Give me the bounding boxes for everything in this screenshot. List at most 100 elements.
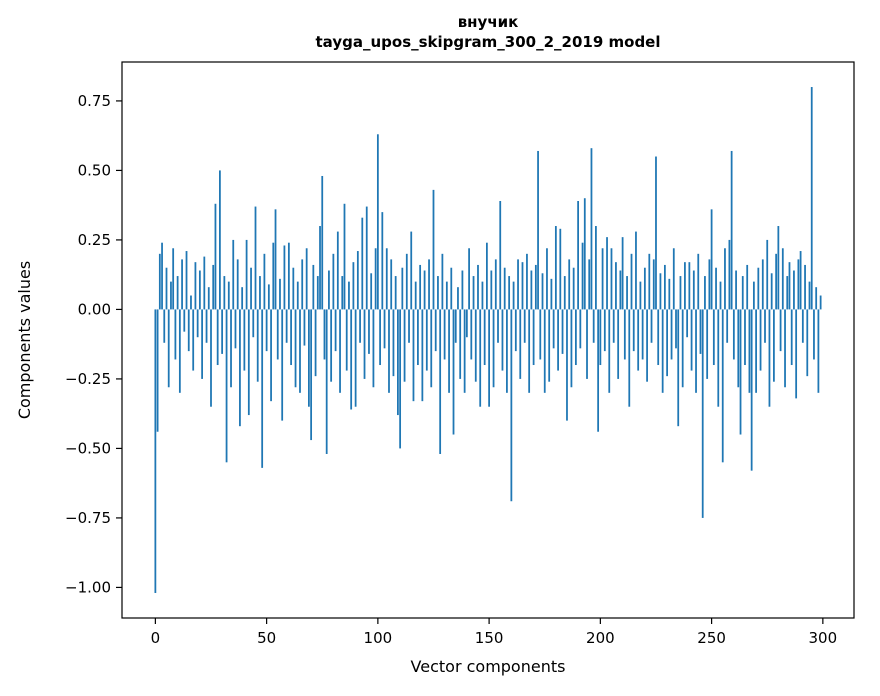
- bar: [721, 309, 724, 463]
- bar: [726, 309, 729, 343]
- bar: [178, 309, 181, 393]
- bar: [267, 284, 270, 310]
- bar: [239, 309, 241, 427]
- bar: [443, 309, 446, 360]
- bar: [205, 309, 208, 343]
- bar: [399, 309, 402, 449]
- bar: [158, 253, 161, 310]
- bar: [750, 309, 753, 471]
- bar: [724, 248, 726, 310]
- bar: [250, 267, 252, 310]
- bar: [397, 309, 399, 416]
- bar: [777, 226, 780, 310]
- bar: [675, 309, 677, 349]
- bar: [797, 259, 800, 310]
- bar: [659, 273, 662, 310]
- bar: [510, 309, 513, 502]
- bar: [637, 309, 640, 371]
- bar: [321, 175, 324, 310]
- bar: [630, 253, 633, 310]
- bar: [639, 281, 642, 310]
- bar: [437, 276, 439, 310]
- bar: [394, 276, 397, 310]
- bar: [486, 242, 488, 310]
- bar: [646, 309, 648, 382]
- bar: [468, 248, 470, 310]
- bar: [279, 278, 281, 310]
- bar: [310, 309, 313, 441]
- bar: [546, 248, 548, 310]
- bar: [566, 309, 568, 421]
- bar: [303, 309, 306, 346]
- bar: [530, 270, 533, 310]
- bar: [514, 309, 517, 352]
- bar: [285, 309, 288, 343]
- bar: [597, 309, 600, 432]
- bar: [595, 226, 597, 310]
- bar: [761, 259, 764, 310]
- x-ticks-group: 0 50 100 150 200 250 300: [151, 618, 837, 647]
- bar: [773, 309, 775, 382]
- bar: [572, 267, 575, 310]
- bar: [232, 239, 235, 310]
- bar: [176, 276, 179, 310]
- chart-title: внучик: [458, 13, 519, 31]
- bar: [459, 309, 462, 379]
- bar: [385, 248, 388, 310]
- bar: [301, 259, 304, 310]
- bar: [804, 264, 806, 310]
- bar: [368, 309, 370, 354]
- axes-box: [121, 61, 855, 619]
- chart-subtitle: tayga_upos_skipgram_300_2_2019 model: [316, 33, 661, 51]
- bar: [686, 309, 689, 338]
- bar: [539, 309, 542, 360]
- bar: [552, 309, 555, 349]
- bar: [194, 262, 197, 310]
- bar: [635, 231, 637, 310]
- bar: [815, 287, 818, 310]
- x-tick-label: 50: [257, 629, 276, 647]
- bar: [543, 309, 546, 393]
- bar: [210, 309, 212, 407]
- bar: [223, 276, 226, 310]
- bar: [603, 309, 606, 352]
- bar: [708, 259, 711, 310]
- bar: [201, 309, 203, 379]
- bar: [350, 309, 353, 410]
- bar: [421, 309, 424, 402]
- bar: [419, 264, 422, 310]
- bar: [728, 239, 731, 310]
- bar: [423, 270, 426, 310]
- bar: [439, 309, 442, 454]
- bar: [748, 309, 751, 393]
- y-tick-label: 0.00: [78, 300, 111, 318]
- bar: [672, 248, 675, 310]
- y-axis-label: Components values: [15, 261, 34, 419]
- bar: [699, 309, 702, 354]
- bar: [621, 237, 624, 310]
- bar: [383, 309, 386, 349]
- bar: [187, 309, 190, 352]
- bar: [608, 309, 611, 393]
- bar: [574, 309, 577, 366]
- bar: [292, 267, 295, 310]
- bar: [185, 251, 188, 310]
- bar: [274, 209, 277, 310]
- bar: [352, 262, 355, 310]
- bar: [245, 239, 248, 310]
- bar: [583, 198, 586, 310]
- bar: [221, 309, 224, 354]
- bar: [813, 309, 815, 360]
- bar: [688, 262, 691, 310]
- bar: [488, 309, 490, 407]
- bar: [810, 87, 813, 310]
- bar: [503, 267, 506, 310]
- bar: [512, 281, 515, 310]
- bar: [281, 309, 284, 421]
- bar: [663, 264, 666, 310]
- bar: [793, 270, 795, 310]
- bar: [203, 256, 206, 310]
- bar: [256, 309, 259, 382]
- bar: [183, 309, 186, 332]
- y-tick-label: −0.50: [65, 439, 111, 457]
